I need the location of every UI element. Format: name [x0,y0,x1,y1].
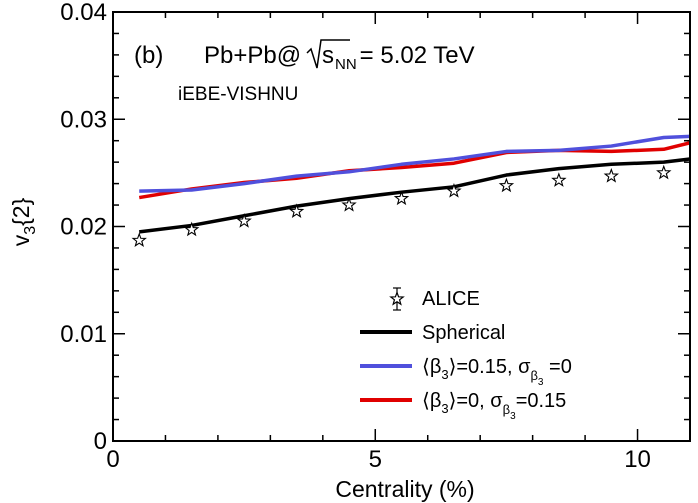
data-point-alice [183,221,200,237]
legend-entry-spherical: Spherical [360,322,505,344]
sqrt-sign [306,39,350,69]
data-point-alice [393,190,410,206]
y-tick-labels: 0 0.01 0.02 0.03 0.04 [60,0,107,455]
x-tick-labels: 0 5 10 [106,446,651,473]
y-tick-label: 0 [94,428,107,455]
legend-star-icon [389,290,405,306]
legend-sigma-subsubscript: 3 [510,411,516,422]
plot-frame [112,11,691,442]
legend-entry-alice: ALICE [389,287,480,311]
legend-entry-beta3-015: ⟨β3⟩=0.15, σβ3 =0 [360,356,572,388]
legend-mean-value: =0, [456,390,490,412]
x-tick-label: 5 [369,446,382,473]
y-axis-title-sub: 3 [22,226,39,235]
legend-mean-symbol: β [430,390,442,412]
data-point-alice [446,183,462,198]
axis-ticks-layer [112,11,691,442]
x-axis-title: Centrality (%) [335,476,474,502]
legend: ALICE Spherical ⟨β3⟩=0.15, σβ3 =0 ⟨β3⟩=0… [360,287,572,422]
system-energy: = 5.02 TeV [353,42,475,69]
data-point-alice [341,196,357,212]
sqrt-subscript: NN [335,56,357,73]
legend-bracket-open: ⟨ [422,390,430,412]
data-point-alice [498,177,515,193]
model-label: iEBE-VISHNU [178,84,298,105]
legend-entry-beta3-0: ⟨β3⟩=0, σβ3=0.15 [360,390,566,422]
y-axis-title-main: v [8,234,34,246]
series-line-spherical [139,157,690,234]
y-axis-title-tail: {2} [8,197,34,225]
system-label: Pb+Pb@ s NN = 5.02 TeV [204,39,475,73]
legend-bracket-close: ⟩ [449,390,457,412]
legend-bracket-open: ⟨ [422,356,430,378]
legend-label-beta3-015: ⟨β3⟩=0.15, σβ3 =0 [422,356,572,388]
x-tick-label: 10 [624,446,651,473]
y-axis-title: v3{2} [8,197,39,246]
y-tick-label: 0.03 [60,106,107,133]
series-line-beta3-015 [139,134,690,193]
data-point-alice [656,164,672,180]
data-point-alice [551,172,567,187]
data-point-alice [236,213,252,228]
legend-mean-symbol: β [430,356,442,378]
legend-mean-subscript: 3 [441,367,448,382]
y-tick-label: 0.01 [60,321,107,348]
legend-sigma-subscript: β [503,402,510,417]
legend-sigma-symbol: σ [490,390,503,412]
series-layer [131,134,690,247]
data-point-alice [131,232,147,247]
data-point-alice [288,203,305,219]
legend-label-beta3-0: ⟨β3⟩=0, σβ3=0.15 [422,390,566,422]
legend-sigma-subscript: β [530,368,537,383]
system-prefix: Pb+Pb@ [204,42,301,69]
y-tick-label: 0.04 [60,0,107,26]
legend-label-alice: ALICE [422,288,480,310]
legend-bracket-close: ⟩ [449,356,457,378]
legend-label-spherical: Spherical [422,322,505,344]
sqrt-variable: s [322,42,334,69]
x-tick-label: 0 [106,446,119,473]
panel-label: (b) [134,42,163,69]
legend-mean-value: =0.15, [456,356,518,378]
data-point-alice [603,167,620,183]
y-tick-label: 0.02 [60,214,107,241]
legend-sigma-subsubscript: 3 [538,377,544,388]
legend-sigma-value: =0.15 [516,390,567,412]
legend-mean-subscript: 3 [441,401,448,416]
legend-sigma-value: =0 [543,356,571,378]
legend-sigma-symbol: σ [518,356,531,378]
